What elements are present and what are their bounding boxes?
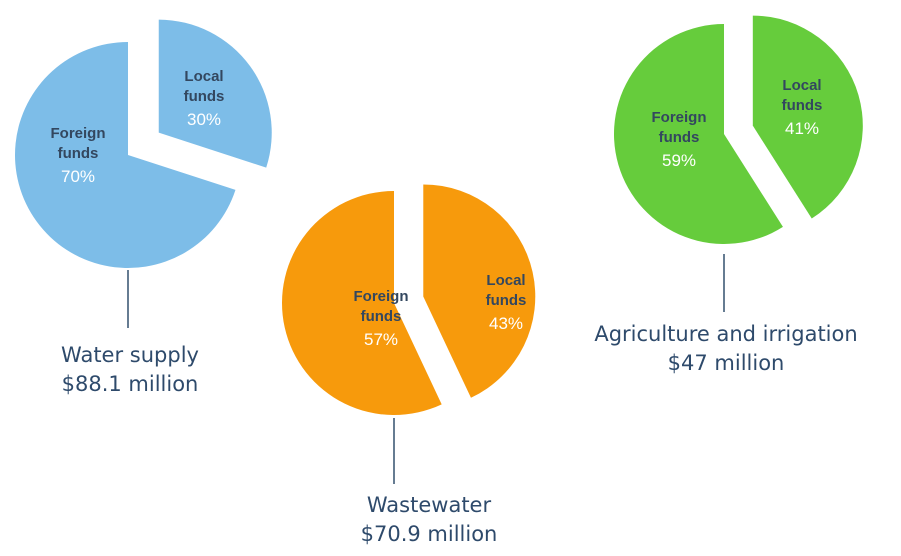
slice-name-local-line-2: funds [184,88,225,105]
slice-name-local-line-2: funds [486,292,527,309]
chart-caption-title: Agriculture and irrigation [594,322,857,346]
pie-chart-1: Foreign funds 70% Local funds 30% Water supply… [15,19,272,396]
chart-caption-title: Water supply [61,343,199,367]
slice-name-foreign-line-1: Foreign [354,288,409,305]
chart-caption-title: Wastewater [367,493,492,517]
slice-name-foreign-line-2: funds [659,129,700,146]
slice-name-local-line-1: Local [782,77,821,94]
slice-percent-local: 43% [489,314,523,333]
pie-chart-2: Foreign funds 57% Local funds 43% Wastewater $7… [282,184,536,546]
slice-percent-local: 30% [187,110,221,129]
pie-slice-local-funds [752,15,863,219]
slice-percent-foreign: 70% [61,167,95,186]
slice-name-foreign-line-2: funds [361,308,402,325]
slice-name-local-line-2: funds [782,97,823,114]
slice-name-foreign-line-1: Foreign [652,109,707,126]
pie-slice-local-funds [423,184,536,398]
slice-percent-foreign: 57% [364,330,398,349]
slice-percent-foreign: 59% [662,151,696,170]
chart-caption-amount: $70.9 million [361,522,498,546]
pie-slice-foreign-funds [15,42,236,268]
pie-slice-foreign-funds [613,24,783,245]
pie-slice-local-funds [158,19,272,168]
slice-name-foreign-line-1: Foreign [51,125,106,142]
slice-name-local-line-1: Local [486,272,525,289]
chart-caption-amount: $88.1 million [62,372,199,396]
slice-name-foreign-line-2: funds [58,145,99,162]
pie-chart-3: Foreign funds 59% Local funds 41% Agriculture … [594,15,863,375]
slice-name-local-line-1: Local [184,68,223,85]
slice-percent-local: 41% [785,119,819,138]
chart-caption-amount: $47 million [668,351,785,375]
pie-slice-foreign-funds [282,191,442,415]
